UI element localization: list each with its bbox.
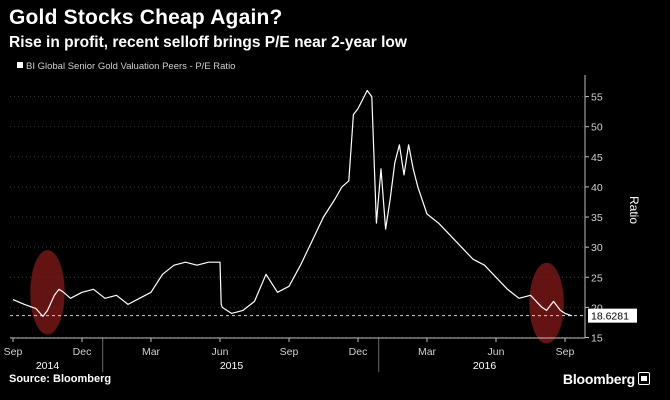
x-tick-label: Mar <box>418 346 437 358</box>
year-label: 2014 <box>36 360 60 372</box>
grid-layer <box>10 96 589 372</box>
year-label: 2015 <box>220 360 244 372</box>
y-tick-label: 40 <box>591 182 603 194</box>
highlight-layer <box>30 250 564 344</box>
legend-swatch <box>17 62 23 68</box>
y-tick-label: 30 <box>591 242 603 254</box>
y-tick-label: 50 <box>591 122 603 134</box>
y-tick-label: 35 <box>591 212 603 224</box>
x-tick-label: Mar <box>142 346 161 358</box>
last-value-box <box>588 308 637 323</box>
source-note: Source: Bloomberg <box>9 373 112 385</box>
x-tick-label: Sep <box>4 346 23 358</box>
legend: BI Global Senior Gold Valuation Peers - … <box>17 61 235 72</box>
highlight-ellipse-2 <box>529 262 564 344</box>
series-line-1 <box>12 89 573 317</box>
bloomberg-mark-icon <box>638 372 650 385</box>
x-tick-label: Jun <box>212 346 229 358</box>
year-label: 2016 <box>473 360 497 372</box>
x-tick-label: Sep <box>556 346 575 358</box>
y-tick-label: 55 <box>591 92 603 104</box>
y-tick-label: 15 <box>591 333 603 345</box>
x-tick-label: Sep <box>280 346 299 358</box>
legend-label: BI Global Senior Gold Valuation Peers - … <box>26 61 236 72</box>
highlight-ellipse-1 <box>30 250 65 335</box>
y-tick-label: 25 <box>591 272 603 284</box>
line-layer <box>10 89 585 317</box>
brand-label: Bloomberg <box>562 371 635 387</box>
chart-subtitle: Rise in profit, recent selloff brings P/… <box>9 34 407 51</box>
label-layer: 15 20 25 30 35 40 45 50 55 Sep Dec Mar Jun Sep Dec Mar J… <box>4 92 637 372</box>
bloomberg-logo: Bloomberg <box>563 371 650 387</box>
x-tick-label: Dec <box>73 346 92 358</box>
y-axis-title: Ratio <box>627 196 641 224</box>
y-tick-label: 45 <box>591 152 603 164</box>
last-value-label: 18.6281 <box>591 311 629 323</box>
y-tick-label: 20 <box>591 302 603 314</box>
x-tick-label: Dec <box>349 346 368 358</box>
x-tick-label: Jun <box>488 346 505 358</box>
axis-layer <box>10 75 586 339</box>
chart-title: Gold Stocks Cheap Again? <box>9 6 283 29</box>
